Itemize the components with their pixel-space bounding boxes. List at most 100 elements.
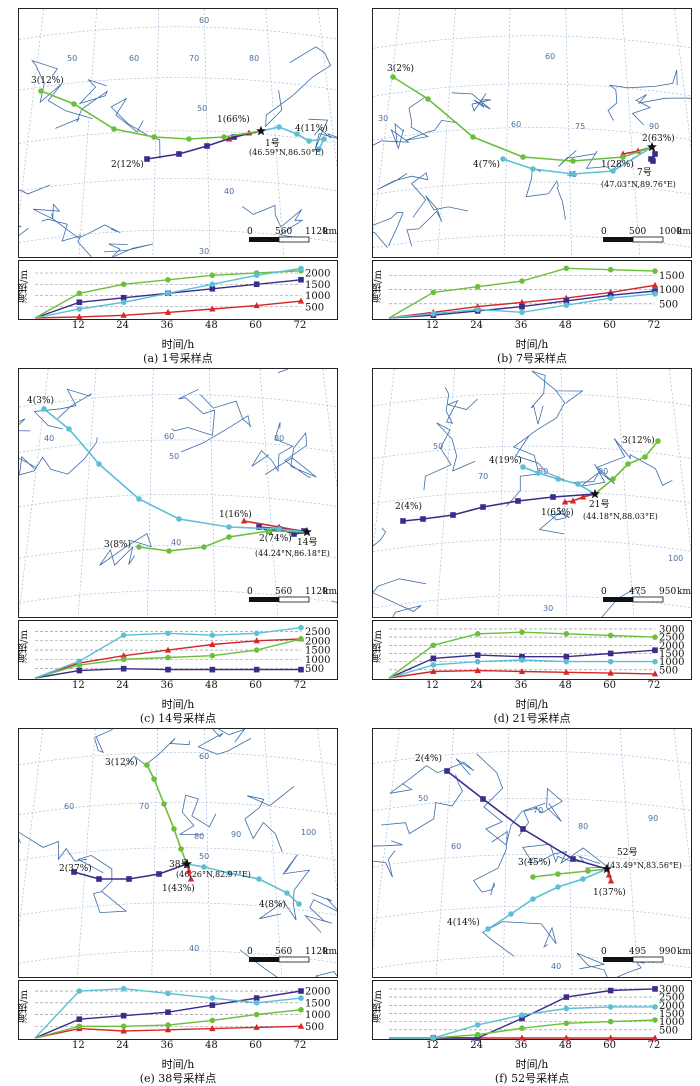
altitude-chart: 500 1000 1500 2000 2500 3000 xyxy=(372,620,692,680)
scale-label: 990 xyxy=(659,947,676,957)
lon-label: 60 xyxy=(64,802,74,811)
trajectory-3-marker xyxy=(425,96,431,102)
trajectory-label: 2(37%) xyxy=(59,863,92,874)
altitude-point-3 xyxy=(120,656,127,663)
altitude-point-4 xyxy=(607,295,614,301)
lon-label: 70 xyxy=(189,54,199,63)
scale-label: 1120 xyxy=(305,227,328,237)
altitude-point-1 xyxy=(253,1023,260,1030)
altitude-tick-label: 3000 xyxy=(659,984,684,995)
trajectory-1-marker xyxy=(561,498,569,505)
trajectory-label: 3(12%) xyxy=(105,757,138,768)
trajectory-4-marker xyxy=(555,476,561,482)
trajectory-3-marker xyxy=(151,134,157,140)
time-tick-label: 24 xyxy=(470,1040,484,1051)
trajectory-1-marker xyxy=(579,493,587,500)
trajectory-label: 1(66%) xyxy=(217,114,250,125)
lon-label: 50 xyxy=(433,442,443,451)
altitude-tick-label: 2500 xyxy=(659,993,684,1004)
altitude-point-2 xyxy=(519,653,525,660)
graticule xyxy=(19,729,337,977)
trajectory-1-path xyxy=(564,493,596,503)
altitude-point-3 xyxy=(607,1018,614,1025)
site-label: 14号 xyxy=(297,537,317,548)
trajectory-label: 3(12%) xyxy=(31,75,64,86)
lon-label: 90 xyxy=(648,814,658,823)
trajectory-3-marker xyxy=(642,454,648,460)
altitude-chart: 500 1000 1500 2000 2500 3000 xyxy=(372,980,692,1041)
trajectory-3-marker xyxy=(178,846,184,852)
trajectory-1-marker xyxy=(187,875,195,882)
altitude-tick-label: 500 xyxy=(659,299,678,310)
altitude-point-3 xyxy=(209,652,216,659)
time-tick-label: 60 xyxy=(603,320,617,331)
altitude-axis-label: 海拔/m xyxy=(19,270,30,303)
site-coordinate: (43.49°N,83.56°E) xyxy=(607,861,682,870)
basemap-borders xyxy=(373,753,645,977)
trajectory-4-path xyxy=(43,408,308,533)
trajectory-3-marker xyxy=(151,776,157,782)
lon-label: 100 xyxy=(668,554,683,563)
trajectory-3-path xyxy=(392,76,653,162)
altitude-point-1 xyxy=(563,1034,570,1041)
trajectory-3-marker xyxy=(201,544,207,550)
altitude-point-2 xyxy=(563,994,570,1000)
x-tick-row: 12 24 36 48 60 72 xyxy=(18,1040,338,1054)
altitude-point-4 xyxy=(430,1035,437,1041)
altitude-point-4 xyxy=(519,309,525,316)
trajectory-1-marker xyxy=(569,497,577,504)
trajectory-label: 2(12%) xyxy=(111,159,144,170)
panel-caption: (a) 1号采样点 xyxy=(143,352,213,365)
basemap-borders xyxy=(373,69,691,248)
time-tick-label: 60 xyxy=(603,1040,617,1051)
time-tick-label: 36 xyxy=(514,680,528,691)
altitude-point-4 xyxy=(607,1004,614,1010)
altitude-axis-label: 海拔/m xyxy=(373,990,384,1023)
scale-unit: km xyxy=(323,227,337,237)
scale-label: 475 xyxy=(629,587,646,597)
lon-label: 70 xyxy=(478,472,488,481)
trajectory-2-marker xyxy=(420,516,426,522)
altitude-point-2 xyxy=(253,995,260,1001)
time-tick-label: 60 xyxy=(249,320,263,331)
trajectory-4-marker xyxy=(575,481,581,487)
trajectory-1-marker xyxy=(607,877,615,884)
lon-label: 70 xyxy=(533,806,543,815)
lon-label: 70 xyxy=(139,802,149,811)
star-icon xyxy=(590,488,600,499)
lon-label: 80 xyxy=(249,54,259,63)
scale-label: 560 xyxy=(275,587,292,597)
trajectory-2-marker xyxy=(480,504,486,510)
altitude-point-4 xyxy=(120,985,127,992)
altitude-point-1 xyxy=(120,652,127,659)
altitude-series-4 xyxy=(389,1006,655,1039)
time-tick-label: 60 xyxy=(249,1040,263,1051)
altitude-chart-svg: 500 1000 1500 xyxy=(388,265,684,319)
time-tick-label: 36 xyxy=(514,320,528,331)
lat-label: 40 xyxy=(224,187,234,196)
altitude-tick-label: 1000 xyxy=(305,291,330,302)
altitude-point-2 xyxy=(120,294,127,301)
altitude-axis-label: 海拔/m xyxy=(373,270,384,303)
trajectory-2-marker xyxy=(156,871,162,877)
trajectory-3-marker xyxy=(610,476,616,482)
trajectory-3-marker xyxy=(136,544,142,550)
trajectory-4-marker xyxy=(520,464,526,470)
lat-label: 40 xyxy=(171,538,181,547)
scale-label: 0 xyxy=(247,587,253,597)
altitude-point-1 xyxy=(76,313,83,320)
time-tick-label: 36 xyxy=(160,320,174,331)
trajectory-4-marker xyxy=(555,884,561,890)
lon-label: 60 xyxy=(129,54,139,63)
altitude-point-3 xyxy=(474,283,481,290)
altitude-axis-label: 海拔/m xyxy=(19,990,30,1023)
basemap-borders xyxy=(373,370,673,617)
altitude-point-4 xyxy=(209,281,216,288)
trajectory-4-marker xyxy=(485,926,491,932)
panel-f: 50 60 70 80 90 40 1(37%) 2(4%) 3(45%) 4(14%) 52号 (4… xyxy=(372,728,692,1085)
time-tick-label: 12 xyxy=(71,680,85,691)
trajectory-4-marker xyxy=(530,896,536,902)
